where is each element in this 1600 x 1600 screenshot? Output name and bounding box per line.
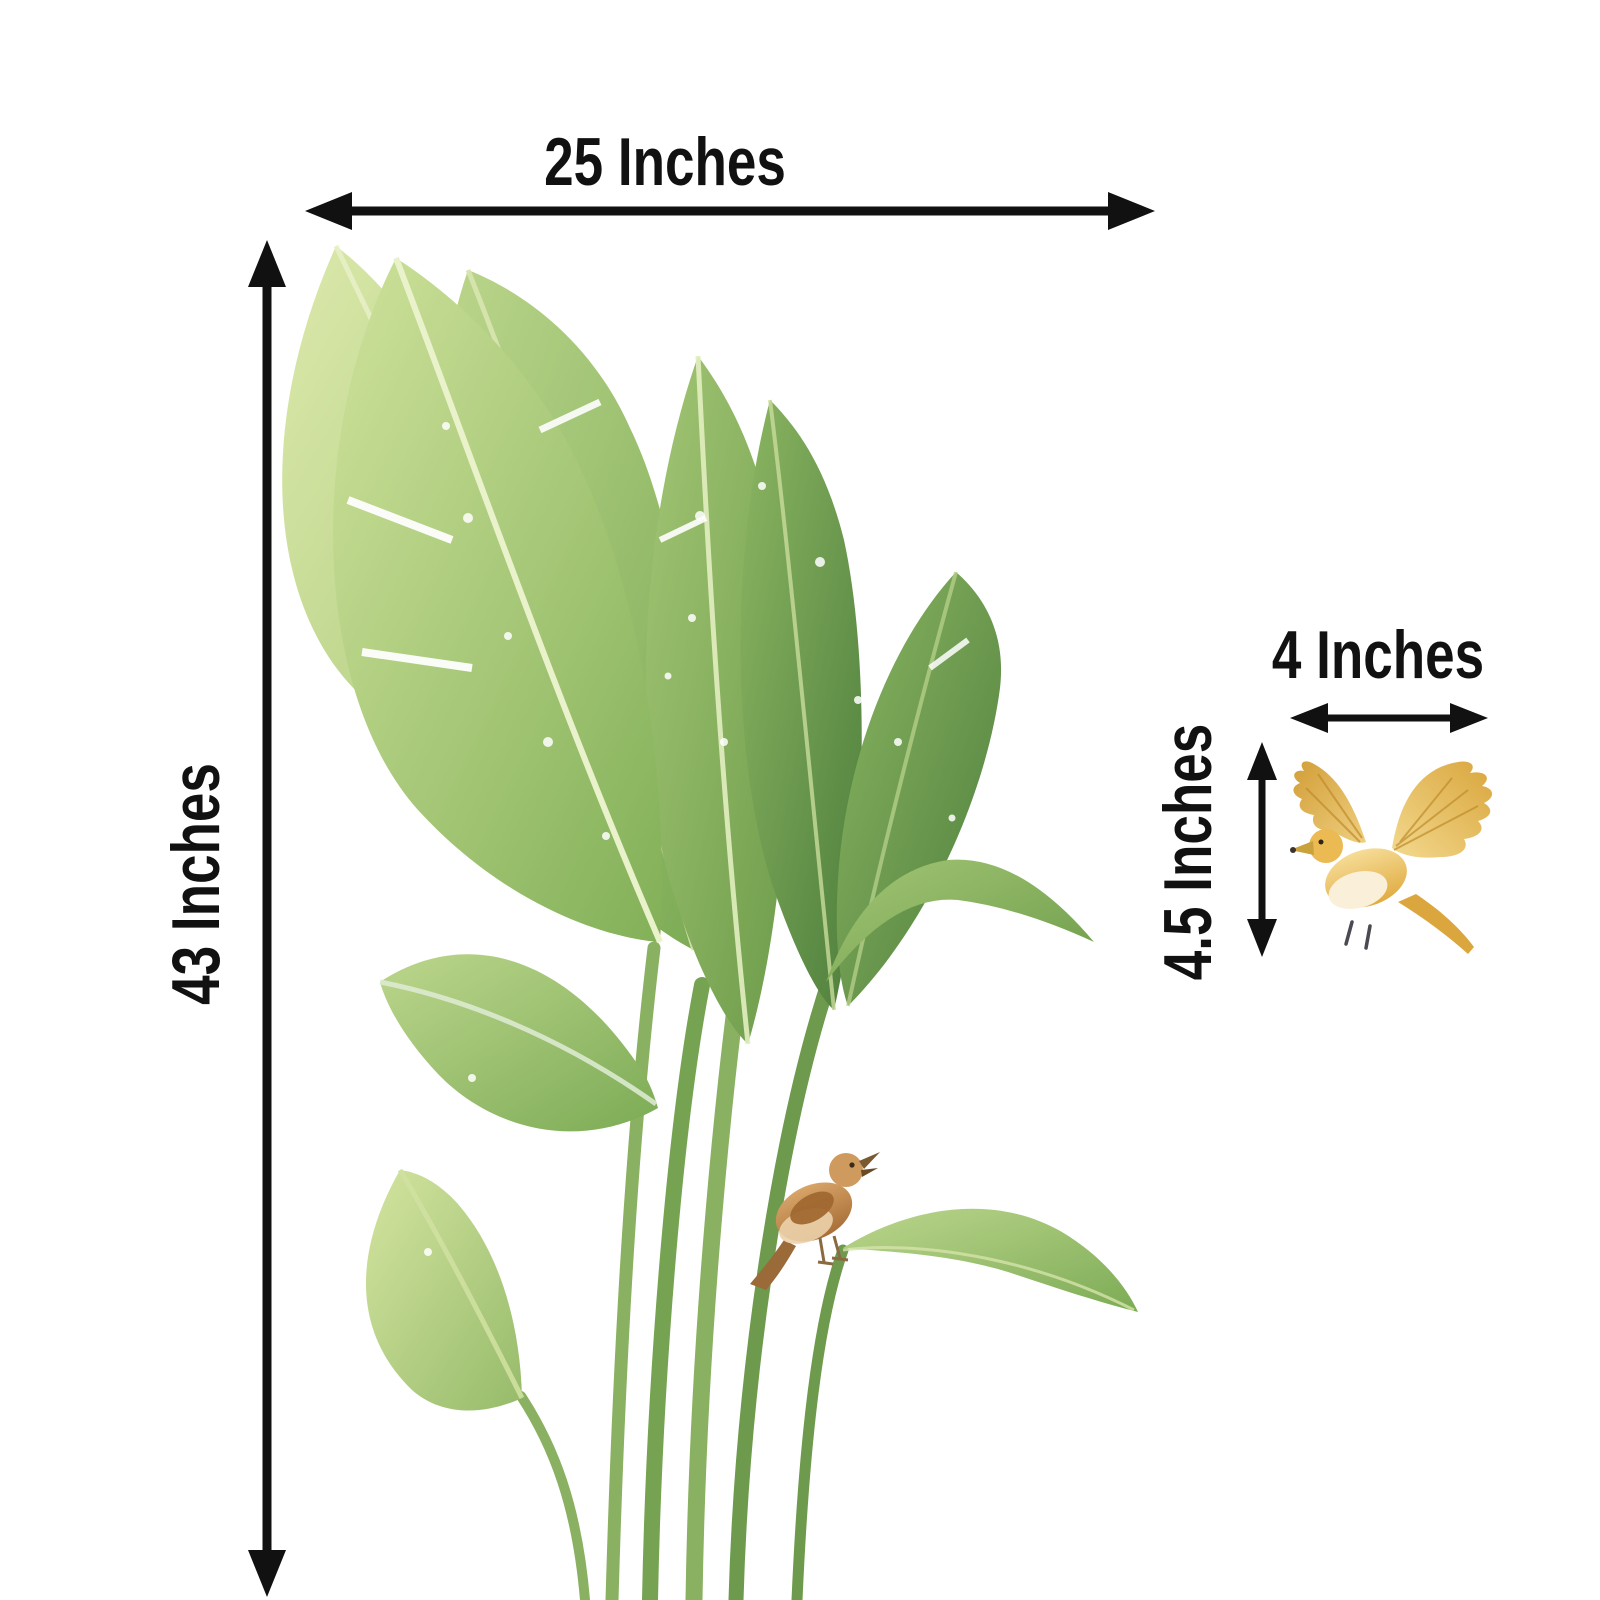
flying-bird-head — [1309, 829, 1343, 863]
flying-bird-beak-tip — [1290, 847, 1296, 853]
perched-bird-beak — [859, 1152, 880, 1169]
flying-bird-legs — [1344, 920, 1372, 950]
perched-bird-head — [829, 1153, 863, 1187]
banana-leaf-plant — [282, 244, 1138, 1600]
flying-bird-width-label: 4 Inches — [1271, 617, 1485, 693]
perched-songbird — [750, 1152, 880, 1290]
perched-bird-legs — [817, 1235, 849, 1266]
flying-bird-tail — [1398, 894, 1474, 954]
flying-bird-left-wing — [1293, 761, 1366, 843]
decal-width-arrow — [305, 192, 1155, 230]
bird-width-arrow — [1290, 703, 1488, 733]
decal-width-label: 25 Inches — [544, 124, 786, 200]
leaf-bird-perch — [842, 1208, 1138, 1312]
perched-bird-wing — [790, 1191, 834, 1225]
flying-bird-height-label: 4.5 Inches — [1150, 723, 1226, 981]
perched-bird-eye — [849, 1162, 855, 1168]
perched-bird-beak-lower — [861, 1168, 878, 1177]
decal-height-arrow — [248, 240, 286, 1597]
flying-bird-beak — [1290, 841, 1314, 855]
leaf-right-wavy — [826, 859, 1094, 982]
water-droplets — [424, 364, 956, 1256]
perched-bird-tail — [750, 1240, 796, 1290]
flying-bird-belly — [1328, 870, 1388, 910]
flying-bird-feather-lines — [1305, 773, 1479, 851]
leaf-left-droop — [379, 954, 658, 1132]
leaf-bottom-left — [365, 1168, 525, 1411]
bird-height-arrow — [1247, 742, 1277, 957]
plant-stems — [516, 866, 849, 1600]
decal-height-label: 43 Inches — [158, 763, 234, 1005]
flying-bird-eye — [1318, 839, 1324, 845]
leaf-front-big — [333, 256, 663, 944]
flying-golden-bird — [1290, 761, 1493, 954]
leaf-central-right — [740, 399, 862, 1011]
